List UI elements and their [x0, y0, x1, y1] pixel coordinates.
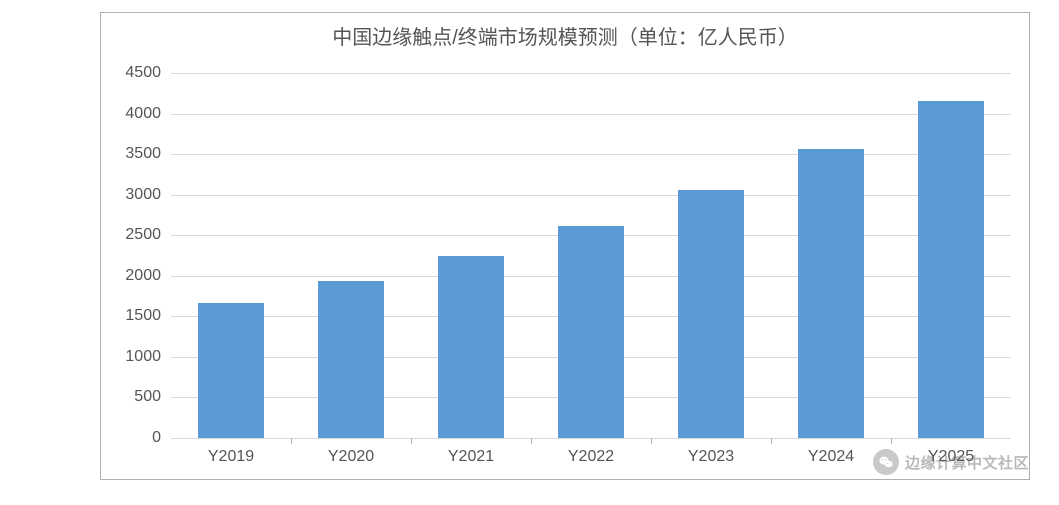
x-tick-label: Y2021: [448, 438, 494, 466]
gridline: [171, 195, 1011, 196]
chart-container: 中国边缘触点/终端市场规模预测（单位：亿人民币） 050010001500200…: [0, 0, 1059, 505]
x-tick-label: Y2022: [568, 438, 614, 466]
y-tick-label: 3500: [125, 145, 171, 163]
y-tick-label: 0: [152, 429, 171, 447]
bar: [318, 281, 384, 438]
y-tick-label: 2500: [125, 226, 171, 244]
bar: [558, 226, 624, 439]
gridline: [171, 154, 1011, 155]
gridline: [171, 114, 1011, 115]
y-tick-label: 500: [134, 388, 171, 406]
x-tick-mark: [771, 438, 772, 444]
plot-area: 050010001500200025003000350040004500Y201…: [171, 73, 1011, 438]
chart-title: 中国边缘触点/终端市场规模预测（单位：亿人民币）: [101, 21, 1029, 50]
x-tick-label: Y2024: [808, 438, 854, 466]
x-tick-mark: [651, 438, 652, 444]
x-tick-mark: [291, 438, 292, 444]
x-tick-label: Y2023: [688, 438, 734, 466]
y-tick-label: 3000: [125, 186, 171, 204]
x-tick-mark: [891, 438, 892, 444]
y-tick-label: 4000: [125, 105, 171, 123]
x-tick-mark: [531, 438, 532, 444]
x-tick-label: Y2020: [328, 438, 374, 466]
y-tick-label: 1500: [125, 307, 171, 325]
bar: [678, 190, 744, 438]
y-tick-label: 1000: [125, 348, 171, 366]
watermark: 边缘计算中文社区: [873, 449, 1029, 475]
x-tick-label: Y2019: [208, 438, 254, 466]
chart-border: 中国边缘触点/终端市场规模预测（单位：亿人民币） 050010001500200…: [100, 12, 1030, 480]
bar: [198, 303, 264, 438]
watermark-text: 边缘计算中文社区: [905, 452, 1029, 473]
y-tick-label: 2000: [125, 267, 171, 285]
bar: [918, 101, 984, 438]
x-tick-mark: [411, 438, 412, 444]
wechat-icon: [873, 449, 899, 475]
bar: [798, 149, 864, 438]
gridline: [171, 73, 1011, 74]
y-tick-label: 4500: [125, 64, 171, 82]
bar: [438, 256, 504, 438]
